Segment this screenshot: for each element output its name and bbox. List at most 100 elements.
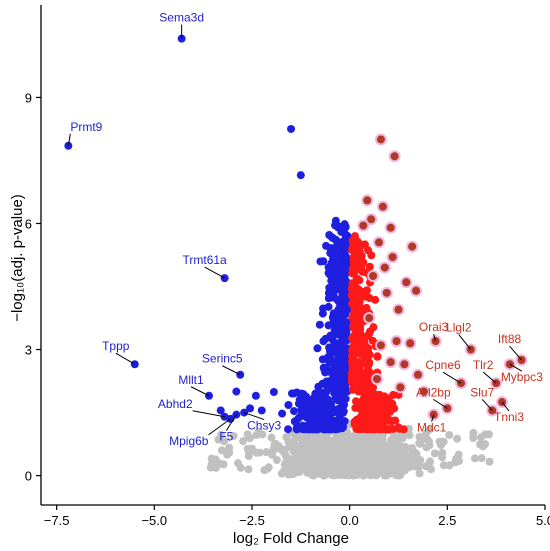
leader-line [204, 266, 225, 279]
down-point [334, 295, 343, 304]
ns-point [331, 467, 340, 476]
down-point [338, 328, 347, 337]
down-point [330, 388, 339, 397]
up-point [392, 337, 401, 346]
x-axis-title: log₂ Fold Change [233, 530, 349, 547]
ns-point [245, 434, 254, 443]
ns-point [374, 433, 383, 442]
up-point [365, 314, 374, 323]
up-point [365, 262, 374, 271]
up-point [402, 278, 411, 287]
down-point [287, 124, 296, 133]
ns-point [359, 470, 368, 479]
up-point [348, 375, 357, 384]
down-point [269, 388, 278, 397]
gene-label-f5: F5 [219, 430, 233, 444]
up-point [364, 246, 373, 255]
up-point [360, 240, 369, 249]
up-point [349, 297, 358, 306]
ns-point [272, 456, 281, 465]
ns-point [363, 454, 372, 463]
up-point [362, 303, 371, 312]
ns-point [302, 449, 311, 458]
leader-line [501, 401, 510, 412]
up-point [351, 309, 360, 318]
leader-line [243, 412, 265, 421]
ns-point [352, 435, 361, 444]
down-point [322, 416, 331, 425]
up-point [367, 414, 376, 423]
down-point [289, 407, 298, 416]
ns-point [321, 468, 330, 477]
up-point [414, 370, 423, 379]
ns-point [395, 457, 404, 466]
ns-point [348, 468, 357, 477]
leader-line [442, 371, 462, 384]
ns-point [244, 465, 253, 474]
down-point [325, 270, 334, 279]
ns-point [377, 445, 386, 454]
ns-point [358, 436, 367, 445]
down-point [289, 389, 298, 398]
ns-point [294, 459, 303, 468]
gene-label-tppp: Tppp [102, 339, 130, 353]
up-point [358, 388, 367, 397]
ns-point [370, 449, 379, 458]
ns-point [342, 459, 351, 468]
ns-point [445, 430, 454, 439]
ns-point [355, 444, 364, 453]
x-tick-label: 5.0 [536, 513, 550, 528]
ns-point [236, 463, 245, 472]
ns-point [387, 441, 396, 450]
down-point [332, 279, 341, 288]
down-point [338, 366, 347, 375]
ns-point [400, 451, 409, 460]
up-point [369, 272, 378, 281]
up-point [412, 286, 421, 295]
gene-label-mpig6b: Mpig6b [169, 434, 209, 448]
ns-point [430, 449, 439, 458]
gene-label-orai3: Orai3 [419, 320, 449, 334]
up-point [354, 302, 363, 311]
down-point [305, 419, 314, 428]
down-point [342, 236, 351, 245]
leader-line [222, 365, 241, 376]
ns-point [426, 457, 435, 466]
up-point [380, 263, 389, 272]
up-point [367, 215, 376, 224]
ns-point [288, 470, 297, 479]
down-point [336, 359, 345, 368]
down-point [301, 397, 310, 406]
upregulated-points [347, 133, 528, 434]
up-point [396, 383, 405, 392]
ns-point [485, 457, 494, 466]
up-point [373, 374, 381, 383]
down-point [338, 258, 347, 267]
down-point [327, 244, 336, 253]
down-point [339, 408, 348, 417]
up-point [386, 358, 395, 367]
ns-point [244, 452, 253, 461]
up-point [351, 403, 360, 412]
ns-point [415, 469, 424, 478]
down-point [337, 398, 346, 407]
label-leader-lines [67, 24, 523, 436]
up-point [386, 223, 395, 232]
down-point [333, 345, 342, 354]
up-point [372, 422, 381, 431]
down-point [293, 423, 302, 432]
up-point [350, 330, 359, 339]
up-point [388, 253, 397, 262]
up-point [390, 404, 399, 413]
leader-line [509, 345, 522, 361]
up-point [366, 388, 375, 397]
down-point [246, 404, 255, 413]
ns-point [405, 459, 414, 468]
down-point [341, 302, 350, 311]
leader-line [431, 414, 435, 422]
gene-labels: Sema3d Prmt9 Trmt61a Tppp Serinc5 Mllt1 Abhd2 M… [70, 11, 543, 448]
up-point [352, 424, 361, 433]
down-point [338, 290, 347, 299]
ns-point [398, 434, 407, 443]
up-point [358, 396, 367, 405]
